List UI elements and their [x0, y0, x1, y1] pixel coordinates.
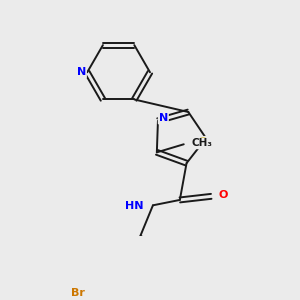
Text: CH₃: CH₃: [191, 138, 212, 148]
Text: N: N: [159, 113, 168, 124]
Text: N: N: [77, 67, 86, 77]
Text: HN: HN: [124, 201, 143, 211]
Text: Br: Br: [71, 288, 85, 298]
Text: S: S: [198, 137, 206, 147]
Text: O: O: [218, 190, 228, 200]
